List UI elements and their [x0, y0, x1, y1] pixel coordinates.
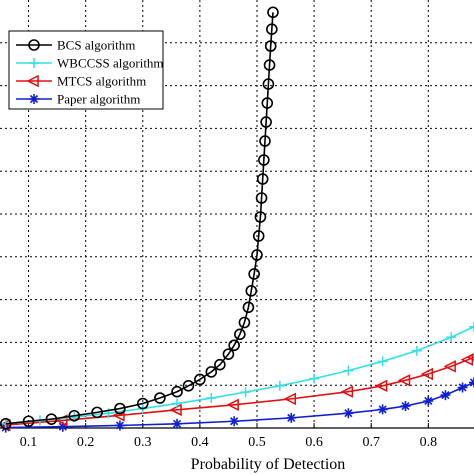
- series-2-point-7: [374, 379, 388, 393]
- series-3-point-8: [400, 401, 411, 412]
- series-3-point-4: [229, 416, 240, 427]
- legend-marker-0: [28, 39, 40, 51]
- series-2-point-12: [466, 353, 474, 361]
- series-0-point-11: [205, 366, 218, 378]
- legend-label-2: MTCS algorithm: [57, 74, 146, 89]
- series-0-point-21: [252, 230, 265, 242]
- series-1: [0, 321, 474, 429]
- series-2-point-6: [340, 385, 354, 398]
- series-3-point-2: [114, 420, 125, 431]
- series-1-point-8: [274, 380, 285, 391]
- x-tick-label-6: 0.7: [362, 435, 380, 450]
- x-axis-label: Probability of Detection: [191, 456, 346, 473]
- series-layer: [0, 6, 474, 433]
- series-0-point-29: [262, 78, 275, 90]
- series-0-line: [5, 12, 274, 425]
- series-2-point-0: [0, 418, 11, 432]
- x-tick-label-7: 0.8: [420, 435, 438, 450]
- series-2-point-10: [443, 360, 456, 373]
- series-0-point-3: [68, 409, 81, 422]
- x-tick-label-0: 0.1: [20, 435, 38, 450]
- legend-label-1: WBCCSS algorithm: [57, 56, 164, 71]
- series-0-point-0: [0, 417, 12, 430]
- series-0-point-17: [242, 301, 255, 314]
- x-tick-label-1: 0.2: [77, 435, 95, 450]
- x-tick-label-4: 0.5: [248, 435, 266, 450]
- series-3-point-5: [286, 412, 297, 423]
- series-0-point-4: [91, 406, 103, 419]
- series-3-point-1: [57, 421, 68, 432]
- x-tick-label-3: 0.4: [191, 435, 209, 450]
- series-0-point-31: [264, 40, 277, 52]
- series-1-point-14: [469, 321, 474, 332]
- series-1-point-13: [446, 332, 457, 343]
- series-1-point-5: [172, 398, 183, 409]
- series-0-point-10: [194, 373, 206, 386]
- series-0-point-14: [228, 339, 240, 352]
- series-0-point-19: [248, 268, 260, 280]
- x-tick-label-5: 0.6: [305, 435, 323, 450]
- series-2-point-4: [226, 398, 239, 412]
- series-2: [0, 353, 474, 432]
- series-0-point-22: [254, 211, 267, 223]
- series-0-point-33: [267, 6, 279, 19]
- series-0-point-32: [266, 23, 278, 36]
- series-1-point-6: [206, 393, 217, 404]
- series-0-point-24: [256, 173, 269, 185]
- series-0-point-25: [258, 154, 270, 166]
- series-2-point-3: [169, 403, 182, 417]
- series-2-point-5: [283, 392, 297, 406]
- series-0-point-30: [263, 59, 276, 71]
- series-1-point-10: [343, 365, 354, 376]
- series-0-point-27: [260, 116, 272, 128]
- series-0-point-1: [22, 415, 35, 428]
- legend: BCS algorithm WBCCSS algorithm MTCS algori…: [8, 30, 164, 110]
- series-0-point-13: [222, 348, 235, 360]
- series-1-point-12: [411, 345, 422, 356]
- legend-marker-1: [29, 58, 39, 68]
- legend-label-0: BCS algorithm: [57, 38, 135, 53]
- series-0: [0, 6, 279, 430]
- series-0-point-28: [261, 97, 274, 109]
- legend-marker-2: [26, 74, 39, 88]
- series-0-point-16: [238, 316, 251, 329]
- series-0-point-2: [45, 413, 58, 425]
- legend-label-3: Paper algorithm: [57, 92, 140, 107]
- series-1-point-7: [240, 387, 251, 398]
- x-tick-label-2: 0.3: [134, 435, 152, 450]
- series-1-point-9: [309, 373, 320, 384]
- series-0-point-9: [182, 379, 195, 392]
- series-0-point-26: [259, 135, 271, 147]
- series-3-point-11: [457, 382, 468, 393]
- series-2-point-8: [397, 374, 411, 387]
- series-3-point-7: [377, 404, 388, 415]
- series-3-point-10: [440, 390, 451, 401]
- series-0-point-23: [255, 192, 268, 204]
- x-tick-labels: 0.1 0.2 0.3 0.4 0.5 0.6 0.7 0.8: [20, 435, 437, 450]
- series-0-point-15: [234, 328, 246, 341]
- series-2-point-9: [420, 367, 434, 381]
- series-0-point-12: [214, 358, 226, 371]
- series-2-line: [5, 356, 474, 426]
- series-0-point-8: [171, 385, 183, 398]
- series-3-point-3: [172, 418, 183, 429]
- legend-marker-3: [29, 94, 39, 104]
- series-1-point-11: [377, 356, 388, 367]
- series-0-point-5: [114, 402, 126, 415]
- series-3-point-9: [423, 395, 434, 406]
- series-3-point-6: [343, 408, 354, 419]
- series-0-point-6: [136, 397, 149, 410]
- series-0-point-20: [251, 249, 263, 261]
- series-0-point-18: [245, 285, 258, 297]
- series-0-point-7: [154, 392, 166, 404]
